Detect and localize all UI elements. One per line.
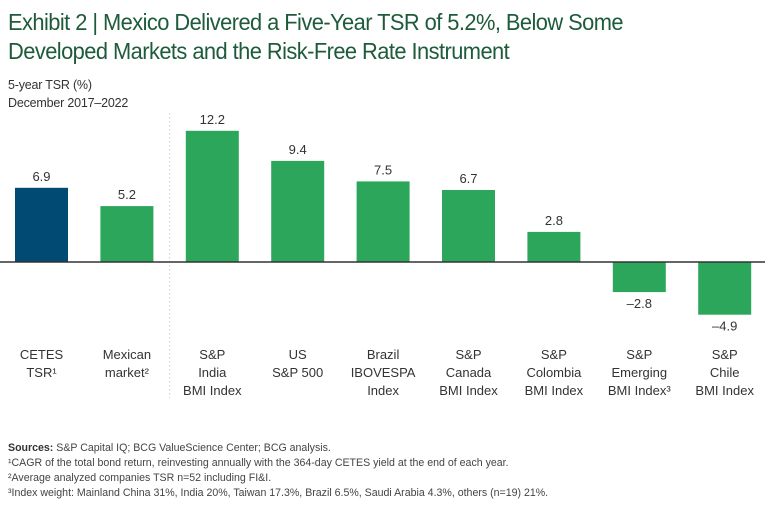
value-label-2: 12.2 xyxy=(200,112,225,127)
category-label-6-line-1: Colombia xyxy=(526,365,582,380)
bar-2 xyxy=(185,130,239,262)
bar-chart: 6.9 5.2 12.2 9.4 7.5 6.7 2.8 –2.8 –4.9 CETES TSR¹… xyxy=(0,112,765,398)
category-label-8-line-1: Chile xyxy=(710,365,740,380)
sources-label: Sources: xyxy=(8,442,54,454)
bar-6 xyxy=(527,231,581,262)
category-label-5-line-1: Canada xyxy=(446,365,492,380)
category-label-2-line-2: BMI Index xyxy=(183,383,242,398)
value-label-1: 5.2 xyxy=(118,187,136,202)
footnote-3: ³Index weight: Mainland China 31%, India… xyxy=(8,487,549,499)
footnote-1: ¹CAGR of the total bond return, reinvest… xyxy=(8,457,509,469)
category-label-7-line-1: Emerging xyxy=(611,365,667,380)
bar-0 xyxy=(15,187,68,262)
bar-4 xyxy=(356,181,410,262)
y-axis-label: 5-year TSR (%) xyxy=(8,78,92,92)
value-label-6: 2.8 xyxy=(545,213,563,228)
value-label-8: –4.9 xyxy=(712,319,737,334)
category-label-5-line-2: BMI Index xyxy=(439,383,498,398)
bar-3 xyxy=(271,160,325,262)
category-label-7-line-2: BMI Index³ xyxy=(608,383,672,398)
value-label-5: 6.7 xyxy=(459,171,477,186)
category-label-0-line-1: TSR¹ xyxy=(26,365,57,380)
category-label-1-line-0: Mexican xyxy=(103,347,151,362)
bar-7 xyxy=(612,262,666,293)
bar-8 xyxy=(698,262,752,315)
footnotes: Sources: S&P Capital IQ; BCG ValueScienc… xyxy=(8,441,768,501)
category-label-6-line-0: S&P xyxy=(541,347,567,362)
footnote-2: ²Average analyzed companies TSR n=52 inc… xyxy=(8,472,272,484)
category-label-2-line-1: India xyxy=(198,365,227,380)
value-label-7: –2.8 xyxy=(627,296,652,311)
category-label-8-line-0: S&P xyxy=(712,347,738,362)
sources-line: Sources: S&P Capital IQ; BCG ValueScienc… xyxy=(8,441,768,456)
category-label-0-line-0: CETES xyxy=(20,347,64,362)
category-label-7-line-0: S&P xyxy=(626,347,652,362)
value-label-4: 7.5 xyxy=(374,162,392,177)
sources-text: S&P Capital IQ; BCG ValueScience Center;… xyxy=(53,442,331,454)
category-label-3-line-0: US xyxy=(289,347,307,362)
category-label-2-line-0: S&P xyxy=(199,347,225,362)
value-label-3: 9.4 xyxy=(289,142,307,157)
category-label-5-line-0: S&P xyxy=(455,347,481,362)
bar-1 xyxy=(100,206,154,262)
value-label-0: 6.9 xyxy=(32,169,50,184)
category-label-4-line-0: Brazil xyxy=(367,347,400,362)
period-label: December 2017–2022 xyxy=(8,95,129,110)
category-label-6-line-2: BMI Index xyxy=(525,383,584,398)
category-label-8-line-2: BMI Index xyxy=(695,383,754,398)
category-label-4-line-2: Index xyxy=(367,383,399,398)
y-axis-caption: 5-year TSR (%) December 2017–2022 xyxy=(8,77,128,112)
category-label-4-line-1: IBOVESPA xyxy=(351,365,416,380)
exhibit-title: Exhibit 2 | Mexico Delivered a Five-Year… xyxy=(8,9,624,64)
category-label-1-line-1: market² xyxy=(105,365,150,380)
category-label-3-line-1: S&P 500 xyxy=(272,365,323,380)
bar-5 xyxy=(442,190,495,262)
